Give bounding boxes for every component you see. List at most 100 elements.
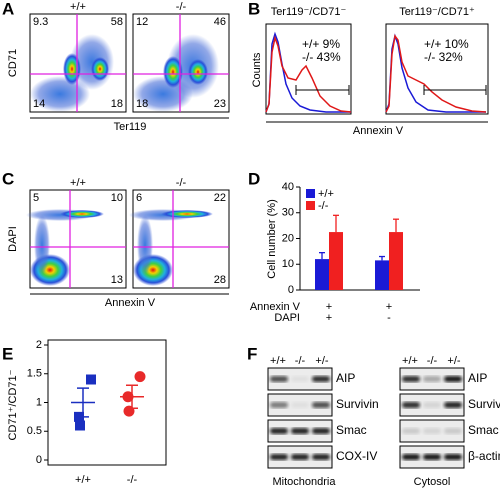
cell-cloud <box>63 53 81 85</box>
blot-band <box>270 454 288 460</box>
panel-letter: A <box>2 0 14 18</box>
row-label: β-actin <box>468 449 500 463</box>
data-point <box>86 374 96 385</box>
y-tick-label: 1 <box>36 396 42 408</box>
category-label: +/+ <box>75 474 91 486</box>
legend-text: -/- 43% <box>302 50 341 64</box>
row-label: Annexin V <box>250 301 301 313</box>
y-tick-label: 1.5 <box>27 368 42 380</box>
histogram-curve <box>385 34 487 113</box>
y-tick-label: 0 <box>36 454 42 466</box>
panel-letter: B <box>248 0 260 18</box>
histogram <box>385 23 489 115</box>
y-tick-label: 20 <box>282 232 294 244</box>
lane-label: +/- <box>447 355 460 367</box>
lane-label: +/- <box>315 355 328 367</box>
category-label: + <box>326 301 332 313</box>
plot-title: -/- <box>176 177 187 189</box>
axis-label: Cell number (%) <box>266 199 278 278</box>
axis-label: DAPI <box>7 226 19 252</box>
cell-cloud <box>91 57 109 81</box>
panel-letter: C <box>2 169 14 188</box>
blot-band <box>312 376 330 382</box>
blot-band <box>270 402 288 408</box>
blot-band <box>291 402 309 408</box>
y-tick-label: 0.5 <box>27 425 42 437</box>
blot-band <box>291 454 309 460</box>
flow-plot <box>129 189 230 289</box>
bar <box>389 232 403 290</box>
blot-band <box>312 428 330 434</box>
row-label: Survivin <box>468 397 500 411</box>
bar <box>375 260 389 290</box>
plot-title: -/- <box>176 1 187 13</box>
quadrant-value: 18 <box>111 98 123 110</box>
plot-title: +/+ <box>70 1 86 13</box>
panel-letter: E <box>2 344 13 363</box>
blot-band <box>402 376 420 382</box>
plot-frame <box>265 23 352 115</box>
axis-label: CD71⁺/CD71⁻ <box>7 369 19 440</box>
legend-swatch <box>306 201 315 210</box>
y-tick-label: 40 <box>282 181 294 193</box>
lane-label: -/- <box>295 355 306 367</box>
plot-title: +/+ <box>70 177 86 189</box>
blot-band <box>402 402 420 408</box>
bar <box>315 259 329 290</box>
blot-band <box>423 428 441 434</box>
histogram-curve <box>265 35 352 113</box>
legend-text: -/- 32% <box>424 50 463 64</box>
row-label: Survivin <box>336 397 379 411</box>
legend-text: -/- <box>318 200 329 212</box>
quadrant-value: 28 <box>214 274 226 286</box>
axis-label: Annexin V <box>105 297 156 309</box>
blot-band <box>291 376 309 382</box>
blot-band <box>270 428 288 434</box>
flow-plot <box>26 189 127 289</box>
cell-cloud <box>30 76 90 112</box>
legend-swatch <box>306 189 315 198</box>
axis-label: CD71 <box>7 49 19 77</box>
blot-band <box>270 376 288 382</box>
data-point <box>75 420 85 431</box>
blot-band <box>402 428 420 434</box>
data-point <box>134 371 146 383</box>
panel-letter: D <box>248 169 260 188</box>
quadrant-value: 14 <box>33 98 45 110</box>
legend-text: +/+ <box>318 188 334 200</box>
legend-text: +/+ 9% <box>302 37 340 51</box>
legend-text: +/+ 10% <box>424 37 469 51</box>
category-label: + <box>326 312 332 324</box>
blot-band <box>444 402 462 408</box>
quadrant-value: 12 <box>136 16 148 28</box>
histogram <box>265 23 352 115</box>
cell-cloud <box>34 215 50 275</box>
row-label: AIP <box>336 371 355 385</box>
quadrant-value: 10 <box>111 192 123 204</box>
cell-cloud <box>137 215 153 275</box>
category-label: - <box>387 312 391 324</box>
quadrant-value: 23 <box>214 98 226 110</box>
flow-plot <box>29 13 127 113</box>
flow-plot <box>132 13 230 113</box>
row-label: Smac <box>336 423 367 437</box>
blot-band <box>444 454 462 460</box>
lane-label: +/+ <box>402 355 418 367</box>
blot-band <box>423 454 441 460</box>
cell-cloud <box>161 210 213 218</box>
blot-band <box>312 402 330 408</box>
cell-cloud <box>163 56 183 88</box>
y-tick-label: 2 <box>36 339 42 351</box>
lane-label: +/+ <box>270 355 286 367</box>
row-label: COX-IV <box>336 449 377 463</box>
category-label: -/- <box>127 474 138 486</box>
plot-frame <box>47 339 167 466</box>
quadrant-value: 58 <box>111 16 123 28</box>
quadrant-value: 18 <box>136 98 148 110</box>
plot-title: Ter119⁻/CD71⁻ <box>271 6 347 18</box>
quadrant-value: 22 <box>214 192 226 204</box>
blot-band <box>444 428 462 434</box>
row-label: Smac <box>468 423 499 437</box>
data-point <box>123 405 135 417</box>
